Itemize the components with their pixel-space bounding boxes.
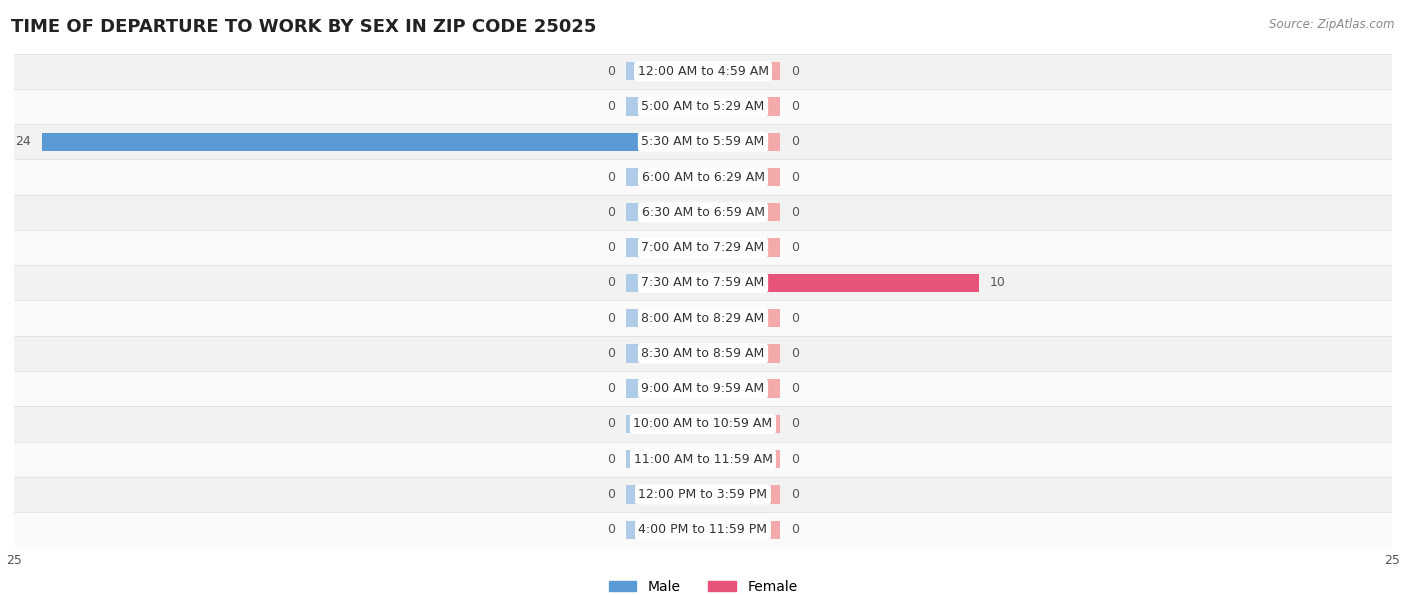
Bar xyxy=(14,159,1392,195)
Text: 6:30 AM to 6:59 AM: 6:30 AM to 6:59 AM xyxy=(641,206,765,219)
Text: 0: 0 xyxy=(792,418,799,430)
Bar xyxy=(14,512,1392,547)
Text: 5:30 AM to 5:59 AM: 5:30 AM to 5:59 AM xyxy=(641,135,765,148)
Bar xyxy=(14,406,1392,441)
Text: 0: 0 xyxy=(792,135,799,148)
Text: 6:00 AM to 6:29 AM: 6:00 AM to 6:29 AM xyxy=(641,171,765,183)
Bar xyxy=(626,274,703,292)
Bar xyxy=(703,309,780,327)
Text: 4:00 PM to 11:59 PM: 4:00 PM to 11:59 PM xyxy=(638,523,768,536)
Text: 8:30 AM to 8:59 AM: 8:30 AM to 8:59 AM xyxy=(641,347,765,360)
Text: 0: 0 xyxy=(607,206,614,219)
Text: 0: 0 xyxy=(792,206,799,219)
Text: 24: 24 xyxy=(15,135,31,148)
Text: 7:00 AM to 7:29 AM: 7:00 AM to 7:29 AM xyxy=(641,241,765,254)
Bar xyxy=(14,441,1392,477)
Text: 0: 0 xyxy=(792,382,799,395)
Text: 0: 0 xyxy=(792,241,799,254)
Bar xyxy=(14,300,1392,336)
Text: 0: 0 xyxy=(607,418,614,430)
Bar xyxy=(703,274,979,292)
Bar xyxy=(626,98,703,115)
Text: 12:00 PM to 3:59 PM: 12:00 PM to 3:59 PM xyxy=(638,488,768,501)
Bar xyxy=(14,230,1392,265)
Text: 9:00 AM to 9:59 AM: 9:00 AM to 9:59 AM xyxy=(641,382,765,395)
Bar xyxy=(626,486,703,503)
Text: 0: 0 xyxy=(607,276,614,289)
Text: 0: 0 xyxy=(607,312,614,325)
Bar xyxy=(14,54,1392,89)
Text: 12:00 AM to 4:59 AM: 12:00 AM to 4:59 AM xyxy=(637,65,769,78)
Text: 11:00 AM to 11:59 AM: 11:00 AM to 11:59 AM xyxy=(634,453,772,466)
Bar xyxy=(626,450,703,468)
Text: 0: 0 xyxy=(607,488,614,501)
Text: TIME OF DEPARTURE TO WORK BY SEX IN ZIP CODE 25025: TIME OF DEPARTURE TO WORK BY SEX IN ZIP … xyxy=(11,18,596,36)
Bar xyxy=(703,380,780,398)
Bar xyxy=(626,415,703,433)
Text: 0: 0 xyxy=(607,347,614,360)
Text: 0: 0 xyxy=(607,100,614,113)
Bar xyxy=(703,239,780,256)
Text: 0: 0 xyxy=(792,171,799,183)
Text: 0: 0 xyxy=(792,100,799,113)
Bar xyxy=(703,62,780,80)
Text: 8:00 AM to 8:29 AM: 8:00 AM to 8:29 AM xyxy=(641,312,765,325)
Text: 0: 0 xyxy=(607,453,614,466)
Bar xyxy=(626,62,703,80)
Text: 0: 0 xyxy=(607,241,614,254)
Bar xyxy=(626,168,703,186)
Text: 10: 10 xyxy=(990,276,1005,289)
Text: 0: 0 xyxy=(792,347,799,360)
Text: 10:00 AM to 10:59 AM: 10:00 AM to 10:59 AM xyxy=(634,418,772,430)
Bar xyxy=(703,168,780,186)
Text: 0: 0 xyxy=(792,65,799,78)
Bar xyxy=(703,345,780,362)
Text: 0: 0 xyxy=(607,171,614,183)
Text: 5:00 AM to 5:29 AM: 5:00 AM to 5:29 AM xyxy=(641,100,765,113)
Legend: Male, Female: Male, Female xyxy=(603,575,803,595)
Bar xyxy=(14,195,1392,230)
Text: 0: 0 xyxy=(792,488,799,501)
Text: 0: 0 xyxy=(792,453,799,466)
Text: Source: ZipAtlas.com: Source: ZipAtlas.com xyxy=(1270,18,1395,31)
Bar xyxy=(626,203,703,221)
Bar xyxy=(626,309,703,327)
Bar xyxy=(703,450,780,468)
Text: 0: 0 xyxy=(607,382,614,395)
Text: 0: 0 xyxy=(792,312,799,325)
Bar xyxy=(626,521,703,539)
Bar xyxy=(703,133,780,151)
Bar xyxy=(14,124,1392,159)
Text: 0: 0 xyxy=(792,523,799,536)
Text: 7:30 AM to 7:59 AM: 7:30 AM to 7:59 AM xyxy=(641,276,765,289)
Bar xyxy=(42,133,703,151)
Text: 0: 0 xyxy=(607,523,614,536)
Bar xyxy=(14,371,1392,406)
Bar xyxy=(703,415,780,433)
Bar xyxy=(703,98,780,115)
Bar xyxy=(14,477,1392,512)
Text: 0: 0 xyxy=(607,65,614,78)
Bar xyxy=(14,89,1392,124)
Bar xyxy=(703,486,780,503)
Bar xyxy=(14,265,1392,300)
Bar xyxy=(626,345,703,362)
Bar xyxy=(703,521,780,539)
Bar xyxy=(626,380,703,398)
Bar xyxy=(14,336,1392,371)
Bar xyxy=(626,239,703,256)
Bar xyxy=(703,203,780,221)
